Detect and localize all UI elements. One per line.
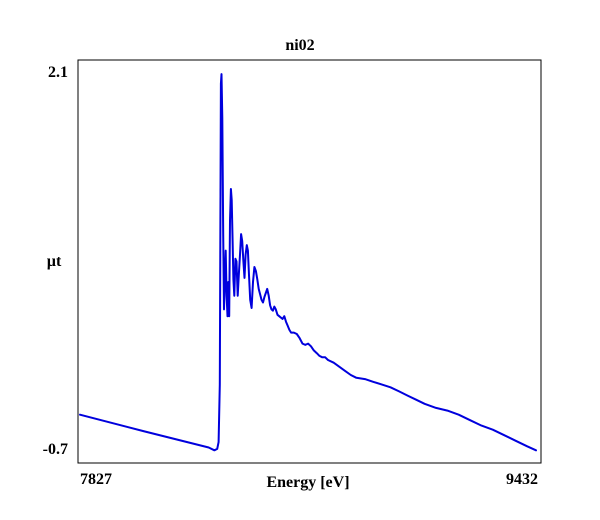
plot-area [77,59,542,464]
x-tick-label-max: 9432 [506,471,538,488]
x-tick-label-min: 7827 [80,471,112,488]
x-axis-label: Energy [eV] [266,474,349,491]
y-axis-label: µt [47,253,62,270]
y-tick-label-min: -0.7 [43,441,68,458]
series-line [79,73,537,452]
y-tick-label-max: 2.1 [48,64,68,81]
chart-title: ni02 [285,37,314,54]
